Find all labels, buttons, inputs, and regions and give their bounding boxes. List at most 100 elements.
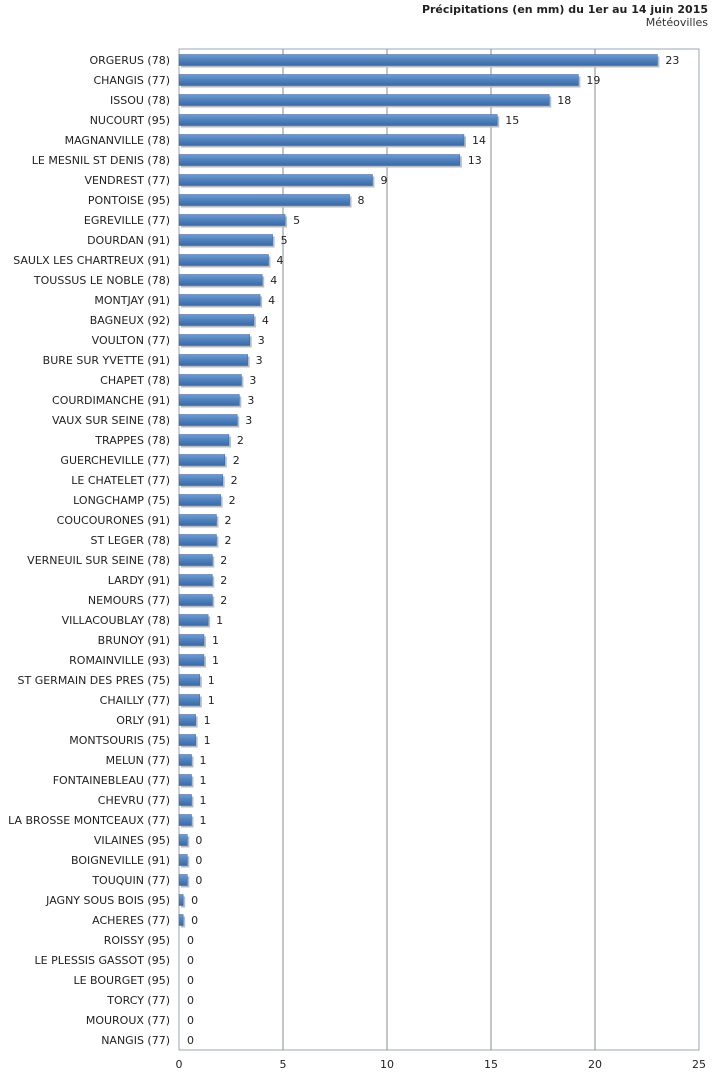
bar-value-label: 2	[233, 454, 240, 467]
bar	[178, 534, 217, 546]
x-tick-label: 10	[380, 1058, 394, 1071]
bar	[178, 234, 273, 246]
bar	[178, 374, 242, 386]
bar-value-label: 3	[256, 354, 263, 367]
bar-value-label: 2	[224, 514, 231, 527]
bar	[178, 554, 213, 566]
bar	[178, 414, 238, 426]
bar	[178, 614, 209, 626]
bar	[178, 754, 192, 766]
bar-value-label: 9	[380, 174, 387, 187]
category-label: ROMAINVILLE (93)	[69, 654, 170, 667]
bar	[178, 714, 196, 726]
category-label: LE CHATELET (77)	[71, 474, 170, 487]
bar-value-label: 0	[187, 994, 194, 1007]
bar-value-label: 1	[204, 714, 211, 727]
category-label: MOUROUX (77)	[86, 1014, 170, 1027]
bar-value-label: 1	[199, 814, 206, 827]
bar-value-label: 4	[262, 314, 269, 327]
bar	[178, 214, 286, 226]
category-label: ACHERES (77)	[92, 914, 170, 927]
bar	[178, 634, 205, 646]
x-tick-label: 5	[280, 1058, 287, 1071]
bar-value-label: 4	[276, 254, 283, 267]
bar-value-label: 0	[195, 854, 202, 867]
bar-value-label: 2	[220, 554, 227, 567]
category-labels: ORGERUS (78) CHANGIS (77) ISSOU (78) NUCOUR…	[8, 54, 170, 1047]
bar-value-label: 4	[270, 274, 277, 287]
bar	[178, 134, 465, 146]
chart-subtitle: Météovilles	[646, 16, 709, 29]
bar	[178, 474, 223, 486]
bar	[178, 454, 226, 466]
category-label: ORGERUS (78)	[89, 54, 170, 67]
category-label: ST GERMAIN DES PRES (75)	[18, 674, 171, 687]
bar-value-label: 0	[187, 954, 194, 967]
category-label: MELUN (77)	[106, 754, 170, 767]
bar	[178, 114, 498, 126]
category-label: CHANGIS (77)	[93, 74, 170, 87]
bar-value-label: 4	[268, 294, 275, 307]
bar	[178, 274, 263, 286]
bar	[178, 914, 184, 926]
bar-value-label: 1	[208, 694, 215, 707]
category-label: VERNEUIL SUR SEINE (78)	[27, 554, 170, 567]
category-label: TRAPPES (78)	[94, 434, 170, 447]
bar	[178, 594, 213, 606]
bar	[178, 694, 201, 706]
bar	[178, 854, 188, 866]
category-label: VILAINES (95)	[94, 834, 170, 847]
bar	[178, 774, 192, 786]
bar	[178, 794, 192, 806]
bar-value-label: 5	[293, 214, 300, 227]
category-label: FONTAINEBLEAU (77)	[53, 774, 170, 787]
bar-value-label: 3	[258, 334, 265, 347]
category-label: NUCOURT (95)	[90, 114, 170, 127]
bar	[178, 834, 188, 846]
bar-value-label: 0	[187, 974, 194, 987]
bar-value-label: 3	[249, 374, 256, 387]
category-label: LE PLESSIS GASSOT (95)	[35, 954, 170, 967]
bar	[178, 894, 184, 906]
category-label: GUERCHEVILLE (77)	[60, 454, 170, 467]
bar	[178, 314, 255, 326]
bar-value-label: 1	[199, 754, 206, 767]
category-label: VAUX SUR SEINE (78)	[52, 414, 170, 427]
bar	[178, 74, 579, 86]
bar	[178, 154, 461, 166]
category-label: MAGNANVILLE (78)	[65, 134, 170, 147]
bar-value-label: 1	[208, 674, 215, 687]
bar	[178, 174, 373, 186]
category-label: NEMOURS (77)	[88, 594, 170, 607]
bar	[178, 94, 550, 106]
bar	[178, 254, 269, 266]
bar-value-label: 19	[586, 74, 600, 87]
bar-value-label: 2	[224, 534, 231, 547]
category-label: CHEVRU (77)	[98, 794, 170, 807]
category-label: TOUSSUS LE NOBLE (78)	[33, 274, 170, 287]
category-label: COURDIMANCHE (91)	[52, 394, 170, 407]
category-label: LA BROSSE MONTCEAUX (77)	[8, 814, 170, 827]
bar-value-label: 3	[247, 394, 254, 407]
category-label: BOIGNEVILLE (91)	[71, 854, 170, 867]
bar-value-label: 23	[665, 54, 679, 67]
bar	[178, 574, 213, 586]
category-label: LE BOURGET (95)	[73, 974, 170, 987]
category-label: LARDY (91)	[108, 574, 170, 587]
category-label: SAULX LES CHARTREUX (91)	[13, 254, 170, 267]
category-label: TOUQUIN (77)	[91, 874, 170, 887]
bar-value-label: 0	[195, 834, 202, 847]
category-label: NANGIS (77)	[101, 1034, 170, 1047]
bar-value-label: 3	[245, 414, 252, 427]
bar-value-label: 1	[212, 654, 219, 667]
category-label: LE MESNIL ST DENIS (78)	[32, 154, 170, 167]
bar	[178, 394, 240, 406]
category-label: ISSOU (78)	[110, 94, 170, 107]
bar-value-label: 2	[231, 474, 238, 487]
category-label: MONTJAY (91)	[94, 294, 170, 307]
category-label: CHAILLY (77)	[100, 694, 170, 707]
bar-value-label: 2	[237, 434, 244, 447]
bar-value-label: 5	[281, 234, 288, 247]
bar-value-label: 2	[220, 574, 227, 587]
